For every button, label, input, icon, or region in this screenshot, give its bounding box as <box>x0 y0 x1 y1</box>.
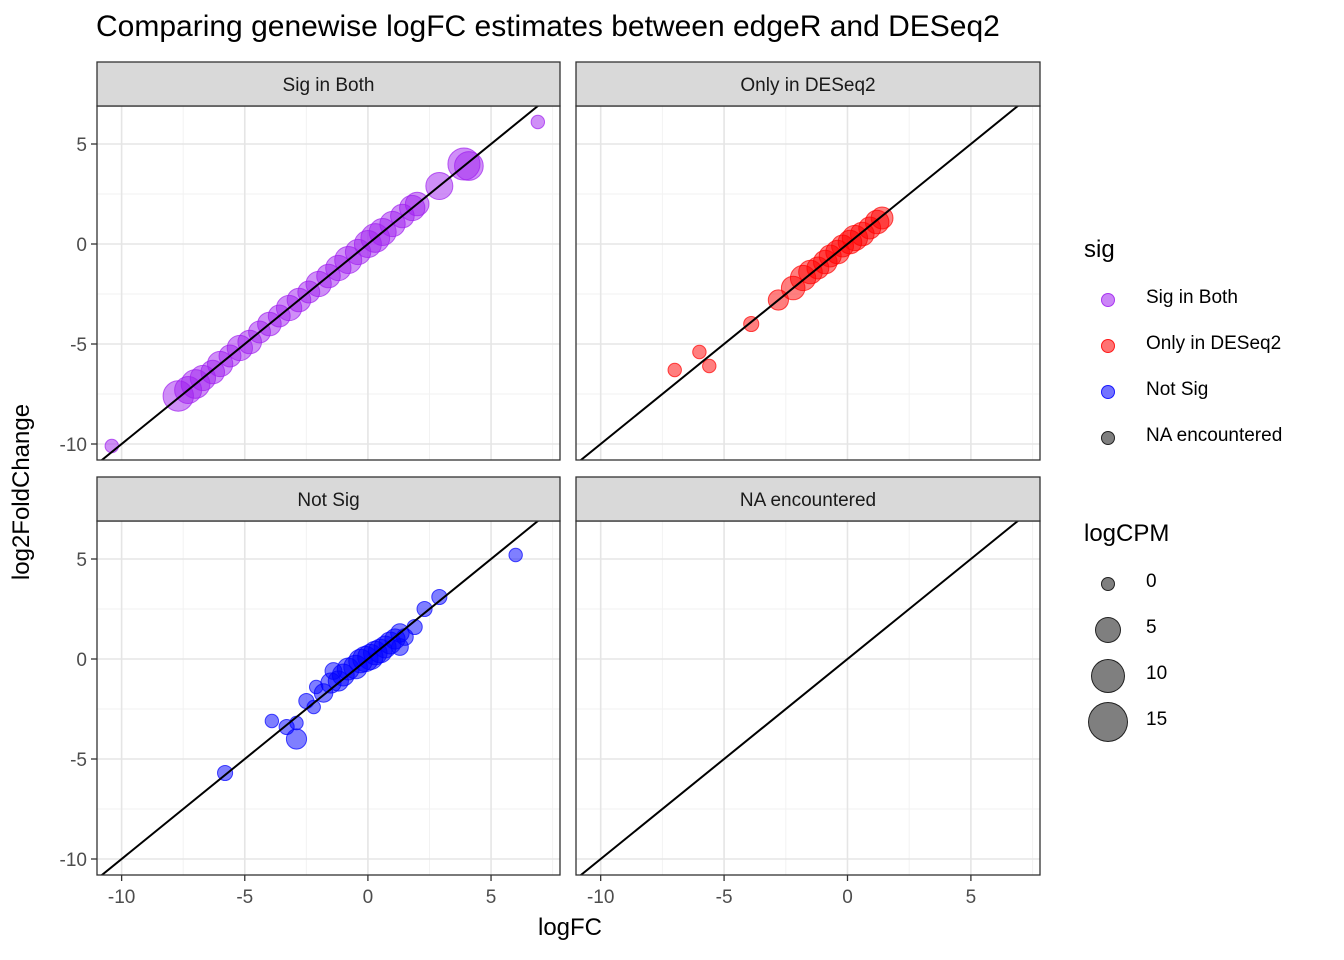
panel-not-sig: Not Sig -10 -5 0 5 -10 -5 0 5 <box>60 476 561 908</box>
x-tick-label: 5 <box>486 887 497 908</box>
legend-item-not-sig: Not Sig <box>1084 368 1334 414</box>
size-label-10: 10 <box>1146 663 1168 684</box>
data-point <box>217 764 234 782</box>
size-label-5: 5 <box>1146 617 1157 638</box>
panel-sig-in-both: Sig in Both -10 -5 0 5 <box>60 61 561 461</box>
y-axis-label: log2FoldChange <box>8 403 35 581</box>
size-legend: logCPM 0 5 10 15 <box>1084 520 1334 744</box>
size-key-0 <box>1084 560 1130 606</box>
y-tick-label: -5 <box>70 335 87 356</box>
data-point <box>416 600 433 618</box>
size-label-15: 15 <box>1146 709 1168 730</box>
size-key-10 <box>1084 652 1130 698</box>
data-point <box>289 715 304 731</box>
size-legend-title: logCPM <box>1084 520 1170 547</box>
legend-label-na-encountered: NA encountered <box>1146 425 1283 446</box>
legend-label-only-in-deseq2: Only in DESeq2 <box>1146 333 1282 354</box>
size-legend-item-0: 0 <box>1084 560 1334 606</box>
data-point <box>530 114 546 130</box>
reference-line <box>579 521 1020 875</box>
y-tick-label: 0 <box>76 650 87 671</box>
x-tick-label: -5 <box>716 887 733 908</box>
reference-line <box>100 106 540 460</box>
x-tick-label: 5 <box>966 887 977 908</box>
color-legend-title: sig <box>1084 236 1115 263</box>
facet-strip-label: Not Sig <box>297 490 359 511</box>
data-point <box>306 699 321 715</box>
size-legend-item-10: 10 <box>1084 652 1334 698</box>
y-tick-label: 5 <box>76 135 87 156</box>
data-point <box>431 588 448 606</box>
y-tick-label: 0 <box>76 235 87 256</box>
data-point <box>104 438 119 454</box>
x-tick-label: -10 <box>587 887 614 908</box>
data-point <box>702 358 717 374</box>
facet-strip-label: Sig in Both <box>283 75 375 96</box>
facet-strip <box>575 61 1041 107</box>
data-point <box>285 728 308 750</box>
legend-item-na-encountered: NA encountered <box>1084 414 1334 460</box>
x-tick-label: 0 <box>842 887 853 908</box>
legend-item-sig-in-both: Sig in Both <box>1084 276 1334 322</box>
y-tick-label: 5 <box>76 550 87 571</box>
size-key-15 <box>1084 698 1130 744</box>
legend-key-na-encountered <box>1084 414 1130 460</box>
facet-strip <box>96 61 561 107</box>
facet-strip <box>96 476 561 522</box>
y-tick-label: -10 <box>60 435 87 456</box>
facet-strip-label: Only in DESeq2 <box>740 75 875 96</box>
panel-only-in-deseq2: Only in DESeq2 <box>575 61 1041 461</box>
facet-strip <box>575 476 1041 522</box>
facet-strip-label: NA encountered <box>740 490 876 511</box>
legend-key-not-sig <box>1084 368 1130 414</box>
size-key-5 <box>1084 606 1130 652</box>
legend-label-sig-in-both: Sig in Both <box>1146 287 1238 308</box>
y-tick-label: -5 <box>70 750 87 771</box>
size-legend-item-5: 5 <box>1084 606 1334 652</box>
legend-key-sig-in-both <box>1084 276 1130 322</box>
x-tick-label: -10 <box>108 887 135 908</box>
size-label-0: 0 <box>1146 571 1157 592</box>
data-point <box>324 662 343 680</box>
legend-item-only-in-deseq2: Only in DESeq2 <box>1084 322 1334 368</box>
legend-key-only-in-deseq2 <box>1084 322 1130 368</box>
x-tick-label: -5 <box>236 887 253 908</box>
color-legend: sig Sig in Both Only in DESeq2 Not Sig N… <box>1084 236 1334 460</box>
data-point <box>508 547 523 563</box>
y-tick-label: -10 <box>60 850 87 871</box>
data-point <box>692 344 707 360</box>
panel-na-encountered: NA encountered -10 -5 0 5 <box>575 476 1041 908</box>
data-point <box>264 713 280 729</box>
size-legend-item-15: 15 <box>1084 698 1334 744</box>
chart-title: Comparing genewise logFC estimates betwe… <box>96 10 1000 43</box>
x-axis-label: logFC <box>537 914 603 941</box>
data-point <box>667 362 682 378</box>
data-point <box>454 151 484 181</box>
reference-line <box>579 106 1020 460</box>
reference-line <box>100 521 540 875</box>
legend-label-not-sig: Not Sig <box>1146 379 1209 400</box>
x-tick-label: 0 <box>363 887 374 908</box>
